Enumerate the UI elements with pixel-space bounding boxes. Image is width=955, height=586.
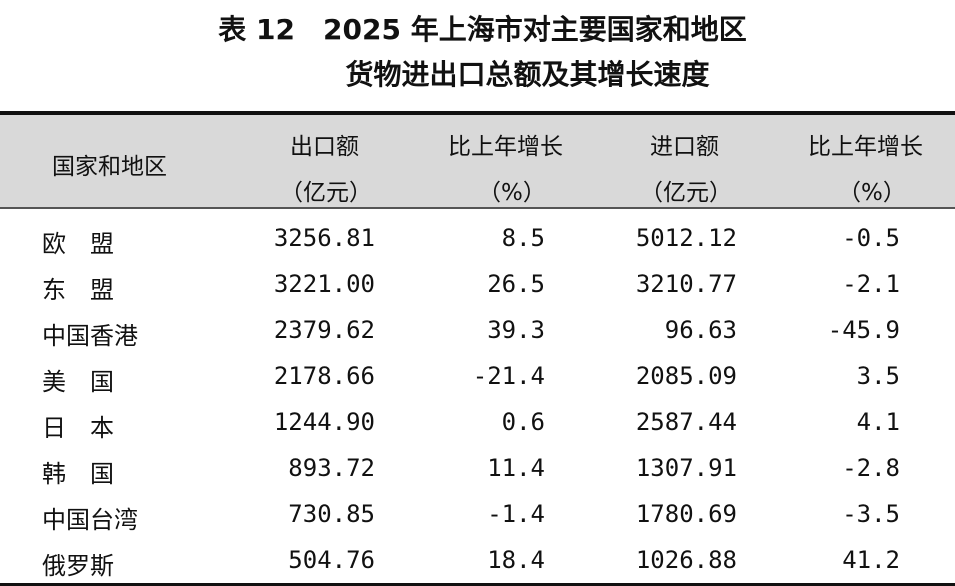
- table-row: 东 盟 3221.00 26.5 3210.77 -2.1: [0, 261, 955, 307]
- table-row: 美 国 2178.66 -21.4 2085.09 3.5: [0, 353, 955, 399]
- country-cell: 欧 盟: [42, 230, 114, 258]
- table-title-line1: 表 12 2025 年上海市对主要国家和地区: [218, 13, 747, 46]
- export-cell: 2379.62: [273, 316, 375, 344]
- import-cell: 3210.77: [635, 270, 737, 298]
- header-import-growth-unit: （%）: [838, 180, 906, 206]
- export-cell: 1244.90: [273, 408, 375, 436]
- table-row: 中国香港 2379.62 39.3 96.63 -45.9: [0, 307, 955, 353]
- import-growth-cell: -2.1: [842, 270, 900, 298]
- import-cell: 2085.09: [635, 362, 737, 390]
- trade-table: 国家和地区 出口额 （亿元） 比上年增长 （%） 进口额 （亿元） 比上年增长 …: [0, 111, 955, 586]
- table-title-line2: 货物进出口总额及其增长速度: [345, 58, 710, 91]
- import-cell: 1026.88: [635, 546, 737, 574]
- header-import: 进口额: [650, 134, 719, 160]
- export-cell: 504.76: [288, 546, 375, 574]
- import-growth-cell: 3.5: [856, 362, 900, 390]
- header-export-growth-unit: （%）: [478, 180, 546, 206]
- export-growth-cell: 26.5: [487, 270, 545, 298]
- country-cell: 中国台湾: [42, 506, 138, 534]
- export-growth-cell: -21.4: [472, 362, 545, 390]
- country-cell: 美 国: [42, 368, 114, 396]
- export-growth-cell: 0.6: [501, 408, 545, 436]
- export-growth-cell: 18.4: [487, 546, 545, 574]
- header-import-unit: （亿元）: [640, 180, 732, 206]
- country-cell: 中国香港: [42, 322, 138, 350]
- header-export-unit: （亿元）: [280, 180, 372, 206]
- header-country: 国家和地区: [52, 154, 167, 180]
- country-cell: 东 盟: [42, 276, 114, 304]
- export-cell: 730.85: [288, 500, 375, 528]
- import-cell: 1780.69: [635, 500, 737, 528]
- country-cell: 韩 国: [42, 460, 114, 488]
- country-cell: 日 本: [42, 414, 114, 442]
- import-growth-cell: -45.9: [827, 316, 900, 344]
- import-growth-cell: -0.5: [842, 224, 900, 252]
- export-cell: 3221.00: [273, 270, 375, 298]
- export-growth-cell: -1.4: [487, 500, 545, 528]
- export-cell: 2178.66: [273, 362, 375, 390]
- import-growth-cell: -2.8: [842, 454, 900, 482]
- export-cell: 3256.81: [273, 224, 375, 252]
- import-cell: 2587.44: [635, 408, 737, 436]
- export-growth-cell: 8.5: [501, 224, 545, 252]
- header-export: 出口额: [290, 134, 359, 160]
- export-growth-cell: 11.4: [487, 454, 545, 482]
- import-cell: 5012.12: [635, 224, 737, 252]
- import-cell: 1307.91: [635, 454, 737, 482]
- country-cell: 俄罗斯: [42, 552, 114, 580]
- import-growth-cell: 4.1: [856, 408, 900, 436]
- import-cell: 96.63: [664, 316, 737, 344]
- header-export-growth: 比上年增长: [448, 134, 563, 160]
- table-row: 日 本 1244.90 0.6 2587.44 4.1: [0, 399, 955, 445]
- export-growth-cell: 39.3: [487, 316, 545, 344]
- table-row: 欧 盟 3256.81 8.5 5012.12 -0.5: [0, 215, 955, 261]
- import-growth-cell: 41.2: [842, 546, 900, 574]
- table-row: 俄罗斯 504.76 18.4 1026.88 41.2: [0, 537, 955, 583]
- table-row: 韩 国 893.72 11.4 1307.91 -2.8: [0, 445, 955, 491]
- table-header: 国家和地区 出口额 （亿元） 比上年增长 （%） 进口额 （亿元） 比上年增长 …: [0, 115, 955, 209]
- export-cell: 893.72: [288, 454, 375, 482]
- table-row: 中国台湾 730.85 -1.4 1780.69 -3.5: [0, 491, 955, 537]
- import-growth-cell: -3.5: [842, 500, 900, 528]
- header-import-growth: 比上年增长: [808, 134, 923, 160]
